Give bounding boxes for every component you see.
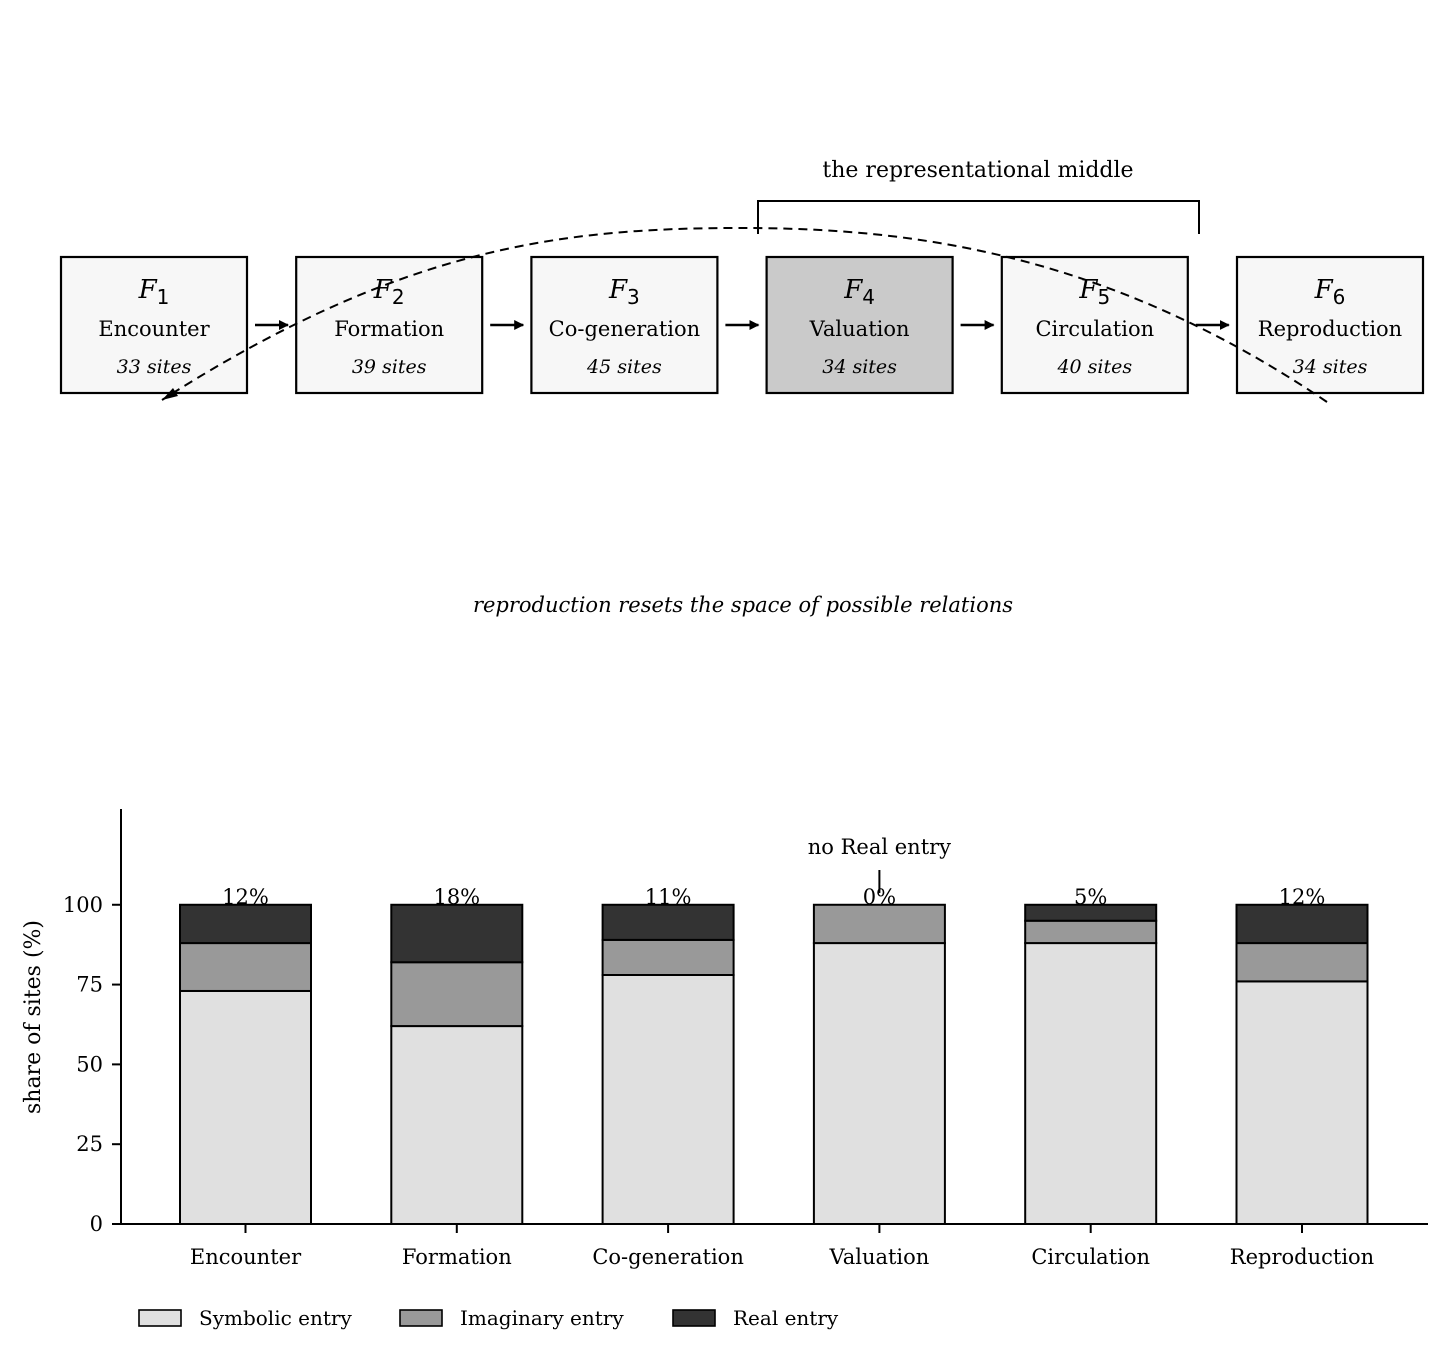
annotation: no Real entry [808,835,951,893]
legend-swatch [672,1309,716,1327]
stage-boxes: F1 Encounter 33 sites F2 Formation 39 sites F3… [59,255,1425,395]
x-tick-label: Valuation [828,1245,929,1269]
x-tick-label: Reproduction [1230,1245,1374,1269]
y-axis-ticks: 0 25 50 75 100 [63,893,121,1236]
representational-middle-bracket: the representational middle [757,158,1200,234]
stage-box-frame [295,255,484,395]
bar-segment-imaginary-entry-encounter [179,942,312,992]
stage-box-frame [1235,255,1425,395]
bracket-label: the representational middle [822,158,1133,183]
bar-segment-real-entry-encounter [179,903,312,945]
bar-segment-real-entry-reproduction [1235,903,1369,945]
y-axis-label: share of sites (%) [21,920,46,1114]
bar-segment-imaginary-entry-co-generation [601,938,735,977]
stage-site-count: 34 sites [822,356,897,378]
bars [179,903,1369,1226]
real-share-labels: 12% 18% 11% 0% 5% 12% [222,885,1325,909]
bar-segment-imaginary-entry-reproduction [1235,942,1369,983]
stage-site-count: 34 sites [1293,356,1368,378]
bar-segment-real-entry-formation [390,903,524,964]
cycle-label: reproduction resets the space of possibl… [473,593,1013,617]
stage-symbol: F6 [1314,275,1346,309]
stage-name: Reproduction [1258,317,1402,341]
stage-name: Co-generation [549,317,701,341]
x-tick-label: Circulation [1031,1245,1150,1269]
stage-site-count: 39 sites [352,356,427,378]
chart-axes [120,809,1428,1225]
stage-box-formation: F2 Formation 39 sites [295,255,484,395]
bar-segment-imaginary-entry-circulation [1024,919,1158,945]
stage-name: Circulation [1035,317,1154,341]
bar-segment-symbolic-entry-valuation [812,942,946,1225]
real-share-label: 12% [1279,885,1326,909]
stage-site-count: 33 sites [117,356,192,378]
stage-site-count: 40 sites [1056,356,1132,378]
real-share-label: 18% [433,885,480,909]
x-axis-ticks: Encounter Formation Co-generation Valuation… [190,1224,1374,1269]
stage-site-count: 45 sites [586,356,662,378]
legend-label: Real entry [733,1306,839,1330]
stage-symbol: F2 [373,275,405,309]
stage-symbol: F1 [138,275,170,309]
legend-swatch [399,1309,443,1327]
bar-segment-imaginary-entry-valuation [812,903,946,945]
stage-symbol: F4 [843,275,875,309]
bar-segment-symbolic-entry-reproduction [1235,980,1369,1226]
stacked-bar-chart: 0 25 50 75 100 Encounter Formation Co-generati… [21,809,1428,1330]
stage-box-co-generation: F3 Co-generation 45 sites [530,255,719,395]
y-tick-label: 0 [90,1212,103,1236]
real-share-label: 12% [222,885,269,909]
legend-item-imaginary-entry: Imaginary entry [399,1306,624,1330]
stage-box-frame [765,255,954,395]
x-tick-label: Formation [402,1245,512,1269]
stage-flow-diagram: F1 Encounter 33 sites F2 Formation 39 sites F3… [59,158,1425,617]
reproduction-return-arc [161,226,1328,403]
legend-item-symbolic-entry: Symbolic entry [138,1306,352,1330]
bar-segment-symbolic-entry-co-generation [601,974,735,1225]
y-tick-label: 25 [76,1132,103,1156]
y-tick-label: 50 [76,1052,103,1076]
y-tick-label: 75 [76,973,103,997]
stage-name: Valuation [809,317,910,341]
stage-box-frame [1000,255,1189,395]
stage-name: Encounter [98,317,210,341]
legend-item-real-entry: Real entry [672,1306,839,1330]
real-share-label: 5% [1074,885,1107,909]
stage-box-valuation: F4 Valuation 34 sites [765,255,954,395]
stage-symbol: F3 [608,275,640,309]
stage-box-reproduction: F6 Reproduction 34 sites [1235,255,1425,395]
bar-segment-symbolic-entry-formation [390,1025,524,1225]
legend-swatch [138,1309,182,1327]
bar-segment-symbolic-entry-encounter [179,989,312,1226]
real-share-label: 11% [645,885,692,909]
bar-segment-symbolic-entry-circulation [1024,942,1158,1225]
y-tick-label: 100 [63,893,103,917]
x-tick-label: Co-generation [592,1245,744,1269]
annotation-text: no Real entry [808,835,951,859]
stage-box-frame [59,255,249,395]
bar-segment-imaginary-entry-formation [390,961,524,1028]
bar-segment-real-entry-co-generation [601,903,735,941]
stage-box-frame [530,255,719,395]
legend-label: Symbolic entry [199,1306,352,1330]
x-tick-label: Encounter [190,1245,302,1269]
legend: Symbolic entry Imaginary entry Real entry [138,1306,839,1330]
bar-segment-real-entry-circulation [1024,903,1158,922]
stage-box-encounter: F1 Encounter 33 sites [59,255,249,395]
reproduction-return-arrowhead [162,388,178,400]
legend-label: Imaginary entry [460,1306,624,1330]
stage-name: Formation [334,317,444,341]
